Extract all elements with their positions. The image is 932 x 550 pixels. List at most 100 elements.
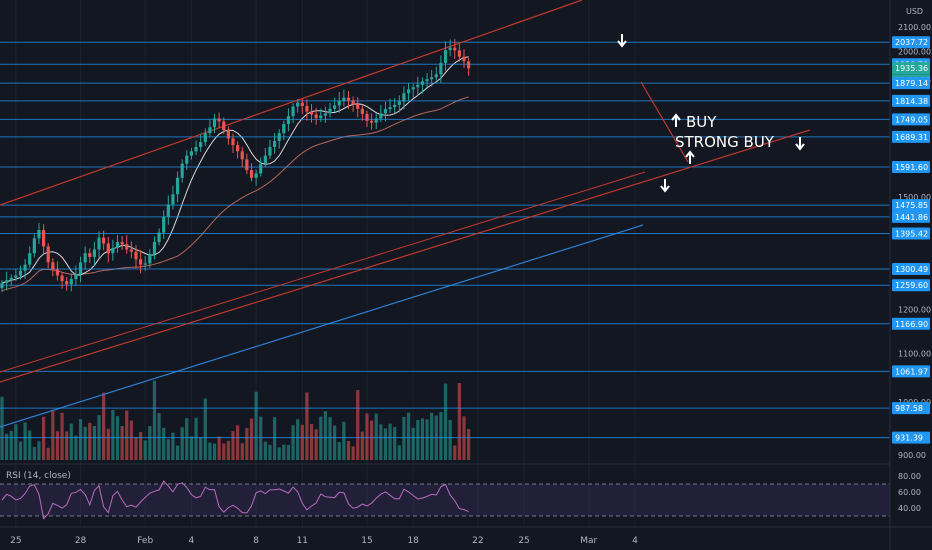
volume-bar <box>240 443 244 460</box>
volume-bar <box>92 425 96 460</box>
time-tick-label: 28 <box>75 536 87 546</box>
volume-bar <box>189 436 194 460</box>
volume-bar <box>406 412 411 460</box>
price-level-tag <box>892 263 930 276</box>
candle-body <box>217 118 221 122</box>
candle-body <box>411 87 415 90</box>
volume-bar <box>185 418 189 460</box>
volume-bar <box>69 423 73 460</box>
price-level-tag <box>892 402 930 415</box>
candle-body <box>272 140 277 147</box>
volume-bar <box>402 417 406 460</box>
channel-upper-line <box>0 0 583 206</box>
candle-body <box>37 230 41 239</box>
candle-body <box>166 204 170 217</box>
candle-body <box>97 237 101 250</box>
candle-body <box>120 242 124 245</box>
candle-body <box>443 50 448 63</box>
candle-body <box>453 47 457 51</box>
price-level-label: 1395.42 <box>895 229 928 238</box>
volume-bar <box>55 431 60 460</box>
volume-bar <box>282 444 286 460</box>
volume-bar <box>342 421 346 460</box>
candle-body <box>439 62 443 75</box>
rsi-line <box>1 480 469 520</box>
volume-bar <box>277 447 281 460</box>
time-tick-label: 8 <box>253 536 259 546</box>
candle-body <box>157 232 161 243</box>
candle-body <box>254 173 258 178</box>
candle-body <box>41 230 46 247</box>
volume-bar <box>46 447 50 460</box>
candle-body <box>240 151 244 160</box>
candle-body <box>189 151 194 156</box>
candle-body <box>277 133 281 141</box>
price-tick-label: 1100.00 <box>898 350 931 359</box>
price-level-tag <box>892 161 930 174</box>
candle-body <box>212 118 217 128</box>
candle-body <box>342 97 346 101</box>
price-level-label: 987.58 <box>895 404 923 413</box>
time-tick-label: 4 <box>189 536 195 546</box>
rsi-tick-label: 80.00 <box>898 472 921 481</box>
volume-bar <box>88 422 92 460</box>
price-tick-label: 900.00 <box>898 451 926 460</box>
candle-body <box>434 74 438 78</box>
volume-bar <box>300 424 304 460</box>
candle-body <box>199 142 203 147</box>
price-level-label: 1061.97 <box>895 367 928 376</box>
candle-body <box>92 249 96 257</box>
candle-body <box>337 100 341 106</box>
candle-body <box>448 47 452 51</box>
volume-bar <box>305 392 309 460</box>
time-tick-label: Feb <box>137 536 153 546</box>
volume-bar <box>180 427 184 460</box>
down-arrow-icon <box>617 34 627 48</box>
price-level-tag <box>892 199 930 212</box>
candle-body <box>319 115 323 118</box>
volume-bar <box>78 419 83 460</box>
volume-bar <box>152 380 157 460</box>
candle-body <box>300 102 304 106</box>
volume-bar <box>296 419 300 460</box>
volume-bar <box>420 418 425 460</box>
volume-bar <box>314 429 318 460</box>
candle-body <box>346 97 351 101</box>
volume-bar <box>356 390 360 460</box>
volume-bar <box>333 425 337 460</box>
volume-bar <box>60 412 64 460</box>
candle-body <box>245 159 249 171</box>
price-level-tag <box>892 227 930 240</box>
time-tick-label: 4 <box>632 536 638 546</box>
candle-body <box>328 108 332 114</box>
volume-bar <box>102 392 106 460</box>
candle-body <box>296 102 300 107</box>
up-arrow-icon <box>685 150 695 164</box>
candle-body <box>51 262 55 270</box>
volume-bar <box>236 425 240 460</box>
candle-body <box>0 283 4 289</box>
candle-body <box>351 100 355 105</box>
volume-bar <box>162 427 166 460</box>
volume-bar <box>411 427 415 460</box>
price-level-label: 1300.49 <box>895 265 928 274</box>
price-level-tag <box>892 130 930 143</box>
candle-body <box>171 194 175 205</box>
volume-bar <box>259 416 263 460</box>
volume-bar <box>379 424 383 460</box>
candle-body <box>365 113 369 121</box>
rsi-tick-label: 60.00 <box>898 488 921 497</box>
candle-body <box>46 246 50 263</box>
candle-body <box>162 216 166 233</box>
price-level-tag <box>892 113 930 126</box>
volume-bar <box>383 428 388 460</box>
candle-body <box>55 269 60 276</box>
volume-bar <box>217 436 221 460</box>
candle-body <box>69 279 73 285</box>
annotation-strong-buy: STRONG BUY <box>675 133 775 151</box>
down-arrow-icon <box>795 137 805 151</box>
volume-bar <box>41 416 46 460</box>
volume-bar <box>231 431 235 460</box>
